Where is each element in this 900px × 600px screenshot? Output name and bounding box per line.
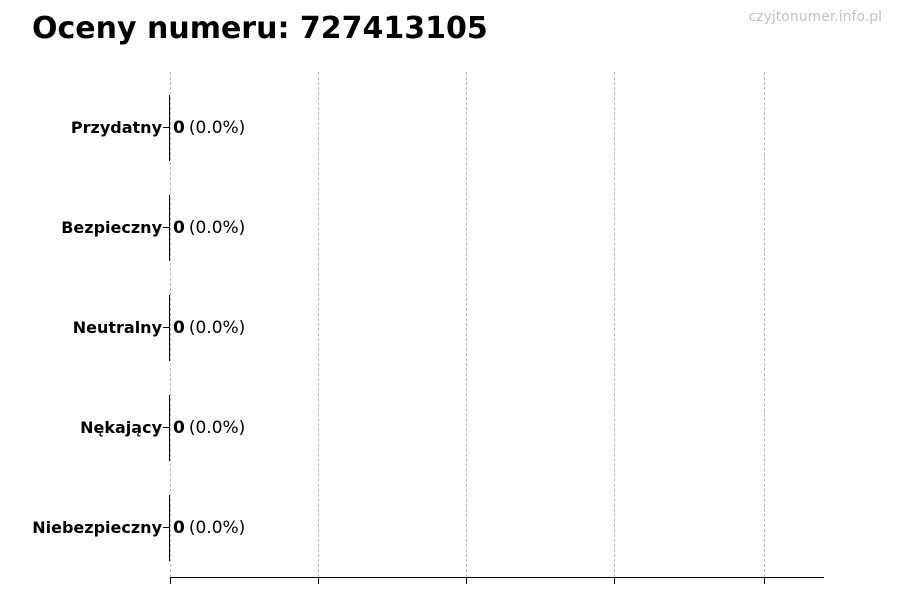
y-axis-tick: [163, 427, 170, 428]
page-title: Oceny numeru: 727413105: [32, 11, 488, 46]
bar: [169, 495, 170, 561]
bar-count-label: 0: [173, 418, 185, 438]
bar: [169, 395, 170, 461]
y-axis-label: Neutralny: [72, 318, 162, 337]
x-axis-line: [170, 577, 824, 578]
y-axis-label: Niebezpieczny: [32, 518, 162, 537]
bar-value-group: 0 (0.0%): [173, 116, 245, 140]
gridline-3: [614, 72, 615, 577]
bar: [169, 95, 170, 161]
bar-count-label: 0: [173, 118, 185, 138]
y-axis-tick: [163, 127, 170, 128]
bar-percent-label: (0.0%): [188, 318, 246, 338]
bar-count-label: 0: [173, 318, 185, 338]
x-axis-tick-1: [318, 577, 319, 584]
bar-percent-label: (0.0%): [188, 418, 246, 438]
bar-percent-label: (0.0%): [188, 518, 246, 538]
x-axis-tick-0: [170, 577, 171, 584]
watermark-label: czyjtonumer.info.pl: [748, 9, 882, 25]
x-axis-tick-3: [614, 577, 615, 584]
gridline-4: [764, 72, 765, 577]
x-axis-tick-2: [466, 577, 467, 584]
y-axis-label: Nękający: [80, 418, 162, 437]
gridline-1: [318, 72, 319, 577]
x-axis-tick-4: [764, 577, 765, 584]
y-axis-label: Przydatny: [70, 118, 162, 137]
gridline-0: [170, 72, 171, 577]
gridline-2: [466, 72, 467, 577]
bar-percent-label: (0.0%): [188, 118, 246, 138]
bar-value-group: 0 (0.0%): [173, 216, 245, 240]
bar-value-group: 0 (0.0%): [173, 516, 245, 540]
bar-percent-label: (0.0%): [188, 218, 246, 238]
bar-value-group: 0 (0.0%): [173, 416, 245, 440]
bar-value-group: 0 (0.0%): [173, 316, 245, 340]
y-axis-tick: [163, 327, 170, 328]
y-axis-tick: [163, 227, 170, 228]
y-axis-tick: [163, 527, 170, 528]
bar: [169, 295, 170, 361]
bar: [169, 195, 170, 261]
plot-area: [170, 72, 824, 577]
bar-count-label: 0: [173, 518, 185, 538]
y-axis-label: Bezpieczny: [61, 218, 162, 237]
bar-count-label: 0: [173, 218, 185, 238]
